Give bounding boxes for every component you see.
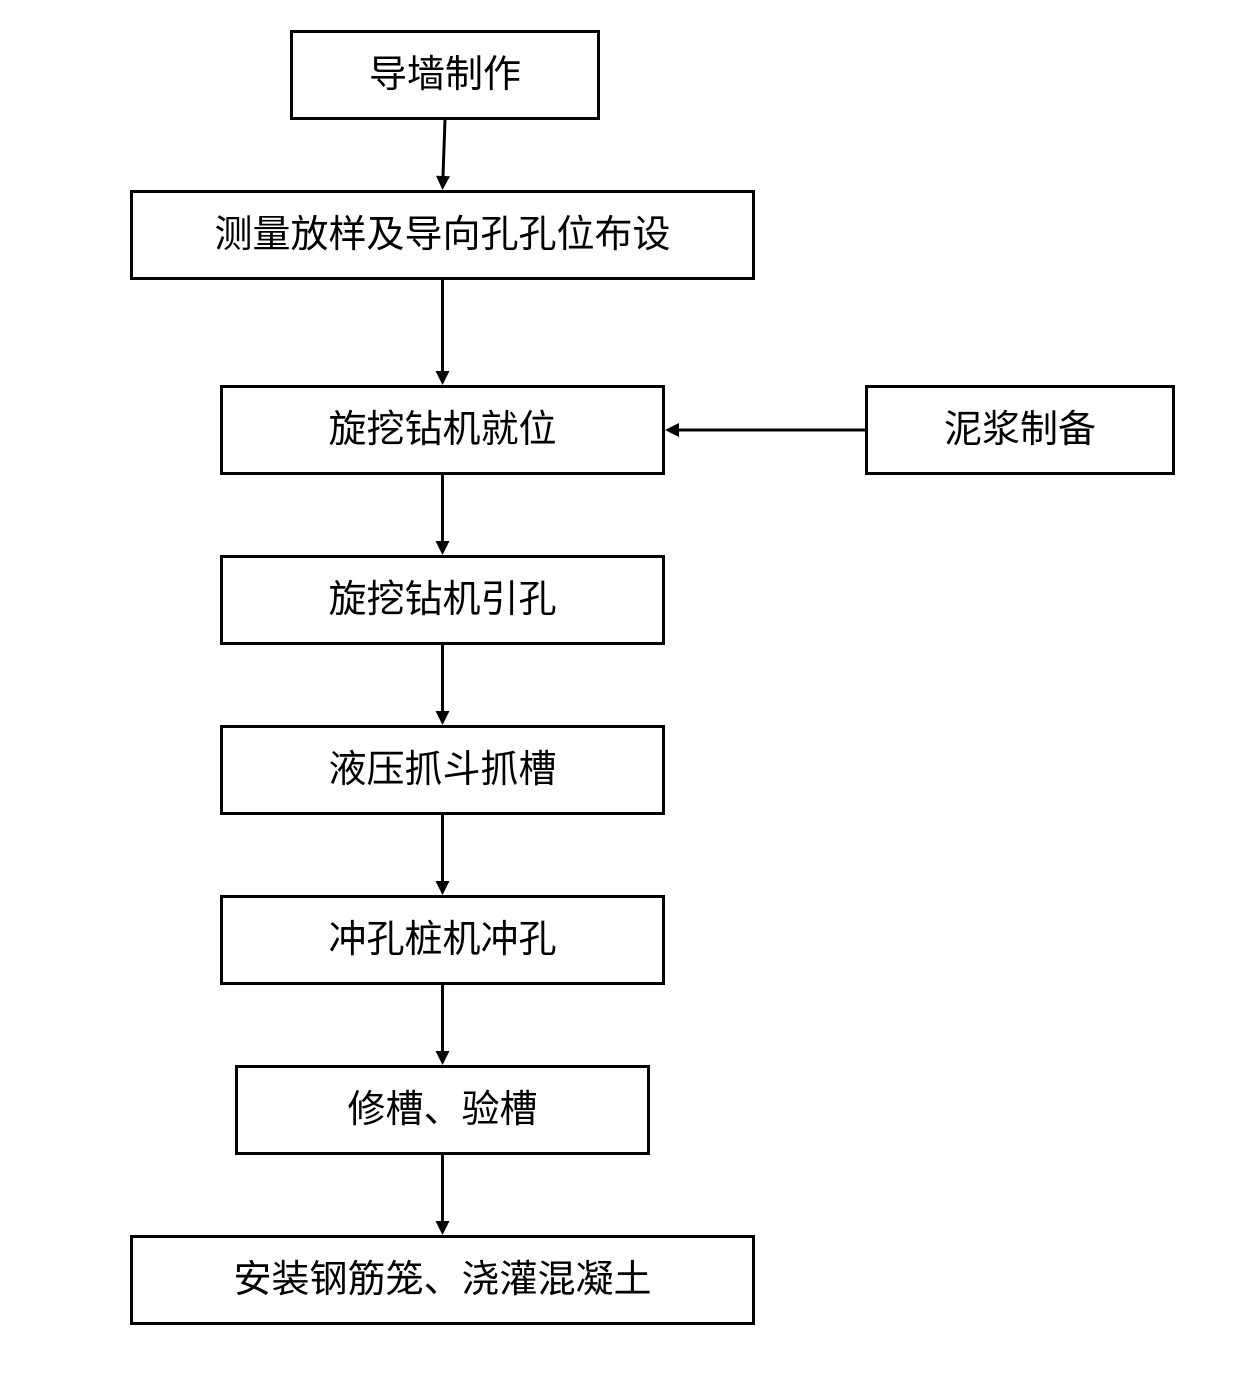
node-n4: 旋挖钻机引孔 <box>220 555 665 645</box>
node-n5-label: 液压抓斗抓槽 <box>328 751 556 789</box>
node-n4-label: 旋挖钻机引孔 <box>328 581 556 619</box>
flowchart-canvas: 导墙制作 测量放样及导向孔孔位布设 旋挖钻机就位 旋挖钻机引孔 液压抓斗抓槽 冲… <box>0 0 1256 1400</box>
node-n9-label: 泥浆制备 <box>944 411 1096 449</box>
node-n6: 冲孔桩机冲孔 <box>220 895 665 985</box>
node-n8: 安装钢筋笼、浇灌混凝土 <box>130 1235 755 1325</box>
node-n7-label: 修槽、验槽 <box>347 1091 537 1129</box>
node-n9: 泥浆制备 <box>865 385 1175 475</box>
node-n5: 液压抓斗抓槽 <box>220 725 665 815</box>
node-n3-label: 旋挖钻机就位 <box>328 411 556 449</box>
node-n6-label: 冲孔桩机冲孔 <box>328 921 556 959</box>
node-n2-label: 测量放样及导向孔孔位布设 <box>214 216 670 254</box>
node-n1: 导墙制作 <box>290 30 600 120</box>
node-n2: 测量放样及导向孔孔位布设 <box>130 190 755 280</box>
node-n8-label: 安装钢筋笼、浇灌混凝土 <box>233 1261 651 1299</box>
node-n1-label: 导墙制作 <box>369 56 521 94</box>
node-n7: 修槽、验槽 <box>235 1065 650 1155</box>
node-n3: 旋挖钻机就位 <box>220 385 665 475</box>
